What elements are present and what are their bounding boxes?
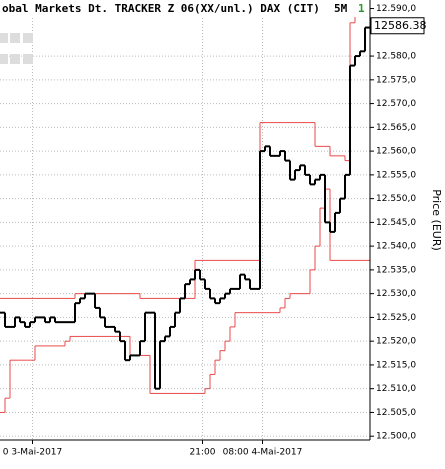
y-tick-label: 12.580,0 bbox=[376, 52, 416, 62]
toolbar-icons[interactable] bbox=[0, 33, 33, 64]
icon[interactable] bbox=[10, 33, 20, 43]
icon[interactable] bbox=[0, 54, 8, 64]
badge: 1 bbox=[358, 2, 365, 15]
y-tick-label: 12.550,0 bbox=[376, 194, 416, 204]
y-tick-label: 12.590,0 bbox=[376, 4, 416, 14]
price-box bbox=[370, 17, 425, 35]
y-axis-label: Price (EUR) bbox=[430, 189, 443, 251]
y-tick-label: 12.570,0 bbox=[376, 99, 416, 109]
series bbox=[0, 188, 370, 413]
x-tick-label: 21:00 bbox=[190, 448, 216, 458]
series bbox=[0, 26, 370, 390]
y-tick-label: 12.530,0 bbox=[376, 289, 416, 299]
y-tick-label: 12.575,0 bbox=[376, 75, 416, 85]
y-tick-label: 12.500,0 bbox=[376, 432, 416, 442]
y-tick-label: 12.520,0 bbox=[376, 337, 416, 347]
icon[interactable] bbox=[23, 54, 33, 64]
y-tick-label: 12.510,0 bbox=[376, 384, 416, 394]
interval: 5M bbox=[334, 2, 348, 15]
y-tick-label: 12.560,0 bbox=[376, 147, 416, 157]
y-tick-label: 12.565,0 bbox=[376, 123, 416, 133]
y-tick-label: 12.540,0 bbox=[376, 242, 416, 252]
plot-area bbox=[0, 0, 370, 440]
y-tick-label: 12.555,0 bbox=[376, 170, 416, 180]
price-label: 12586.38 bbox=[374, 19, 427, 32]
y-tick-label: 12.515,0 bbox=[376, 360, 416, 370]
title-bar bbox=[0, 0, 370, 17]
icon[interactable] bbox=[10, 54, 20, 64]
icon[interactable] bbox=[0, 33, 8, 43]
x-tick-label: 0 3-Mai-2017 bbox=[3, 448, 63, 458]
icon[interactable] bbox=[23, 33, 33, 43]
y-tick-label: 12.535,0 bbox=[376, 265, 416, 275]
y-tick-label: 12.505,0 bbox=[376, 408, 416, 418]
y-tick-label: 12.545,0 bbox=[376, 218, 416, 228]
chart-title: obal Markets Dt. TRACKER Z 06(XX/unl.) D… bbox=[2, 2, 320, 15]
y-tick-label: 12.525,0 bbox=[376, 313, 416, 323]
x-tick-label: 08:00 4-Mai-2017 bbox=[223, 448, 303, 458]
